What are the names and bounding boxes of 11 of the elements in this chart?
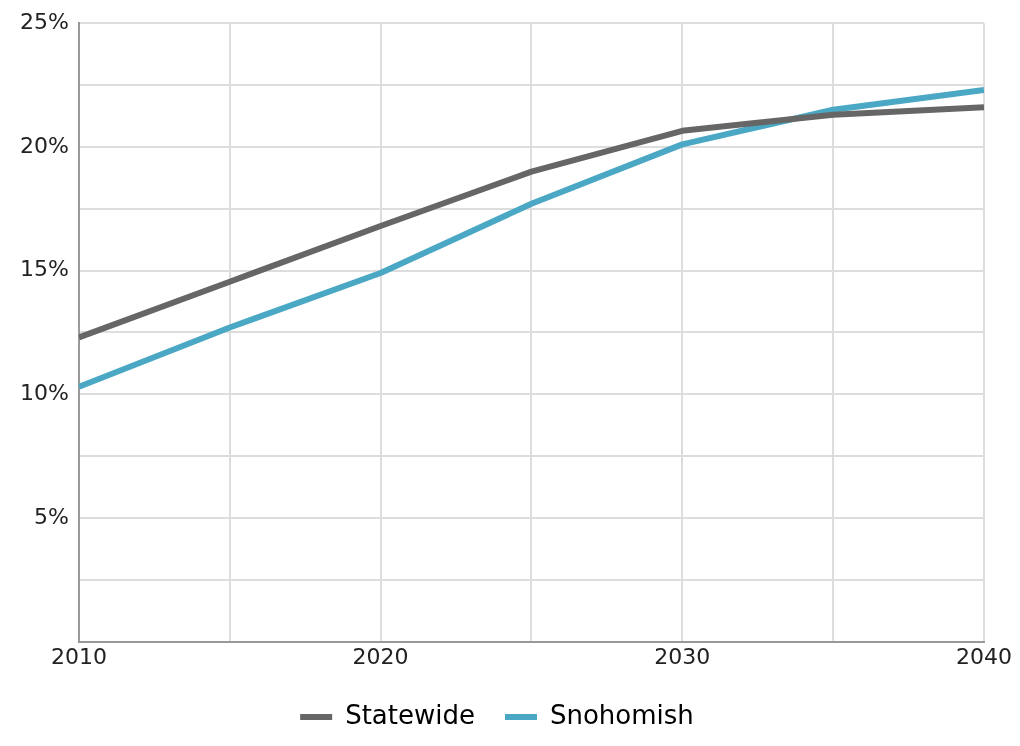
x-tick-label: 2040 <box>956 643 1012 669</box>
x-tick-label: 2010 <box>50 643 107 669</box>
x-tick-label: 2030 <box>654 643 711 669</box>
x-tick-label: 2020 <box>352 643 409 669</box>
y-tick-label: 25% <box>19 8 69 34</box>
y-tick-label: 10% <box>19 379 69 405</box>
y-tick-label: 20% <box>19 132 69 158</box>
y-tick-label: 15% <box>19 256 69 282</box>
legend-label: Snohomish <box>549 699 694 730</box>
legend-label: Statewide <box>345 699 475 730</box>
y-tick-label: 5% <box>33 503 69 529</box>
